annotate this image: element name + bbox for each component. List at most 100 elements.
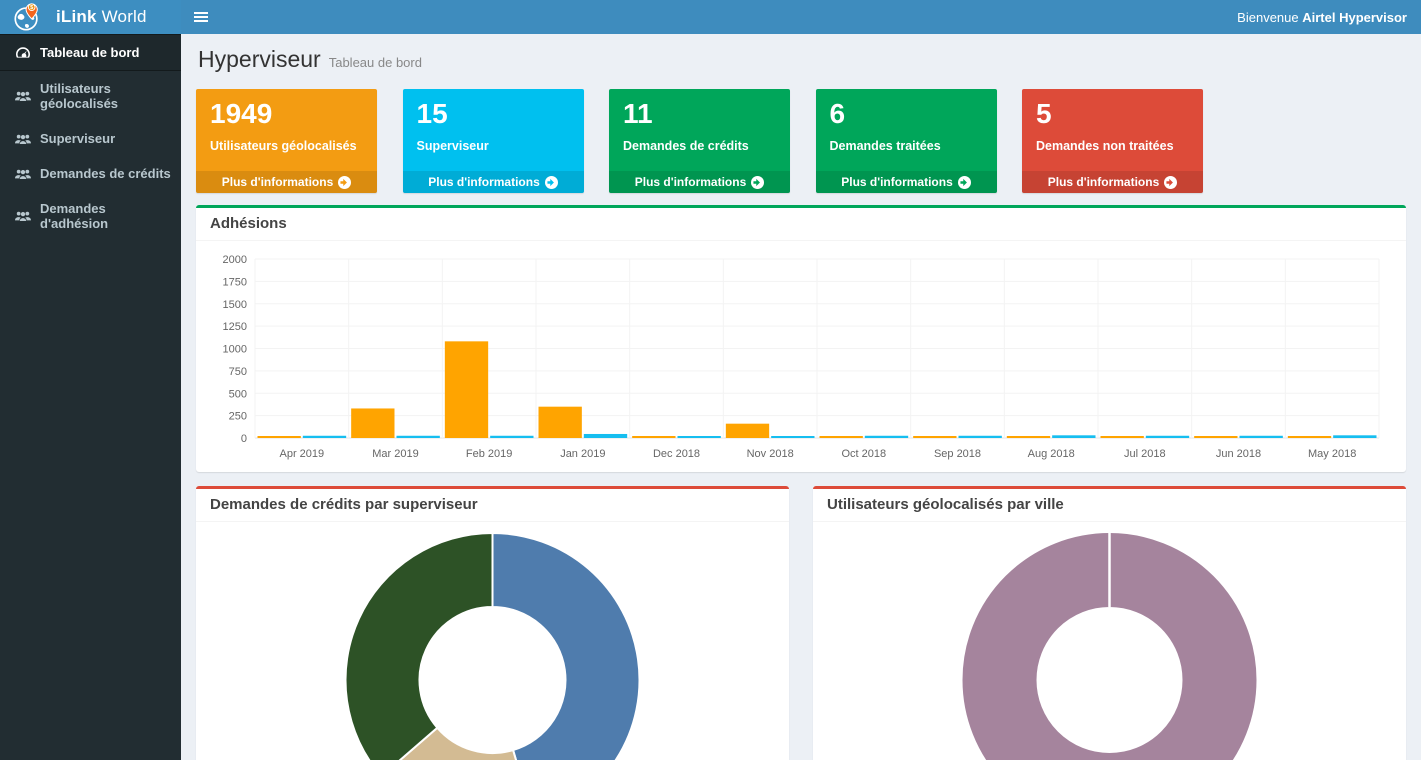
brand-text: iLink World	[56, 7, 147, 27]
x-tick-label: Jul 2018	[1124, 448, 1166, 460]
arrow-circle-right-icon	[544, 175, 558, 189]
users-icon	[15, 168, 31, 180]
more-info-link[interactable]: Plus d'informations	[1022, 171, 1203, 193]
bar	[1052, 435, 1096, 438]
bar	[490, 435, 534, 438]
stat-box-superviseur: 15 Superviseur Plus d'informations	[402, 89, 584, 193]
bar	[1006, 436, 1051, 438]
arrow-circle-right-icon	[1164, 175, 1178, 189]
bar	[1145, 435, 1190, 438]
svg-text:$: $	[30, 5, 34, 11]
bar	[632, 436, 676, 438]
bar	[864, 435, 909, 438]
stat-value: 6	[829, 98, 846, 129]
sidebar-item-demandes-d-adhesion[interactable]: Demandes d'adhésion	[0, 191, 181, 241]
y-tick-label: 1000	[223, 344, 247, 356]
more-info-label: Plus d'informations	[428, 175, 540, 189]
more-info-link[interactable]: Plus d'informations	[815, 171, 997, 193]
donut-panels-row: Demandes de crédits par superviseur Util…	[196, 486, 1406, 760]
y-tick-label: 750	[229, 366, 247, 378]
x-tick-label: Sep 2018	[934, 448, 981, 460]
donut-chart-svg	[962, 533, 1257, 760]
stat-label: Utilisateurs géolocalisés	[210, 139, 357, 154]
bar	[1100, 436, 1144, 438]
navbar: Bienvenue Airtel Hypervisor	[181, 0, 1421, 34]
y-tick-label: 1250	[223, 321, 247, 333]
x-tick-label: Nov 2018	[747, 448, 794, 460]
adhesions-panel: Adhésions 0 250 500 750 1000 1250 1500 1750 2000…	[196, 205, 1406, 472]
x-tick-label: May 2018	[1308, 448, 1356, 460]
bar	[351, 408, 395, 438]
bar	[1194, 436, 1238, 438]
credits-donut-chart	[196, 522, 789, 760]
bar	[771, 436, 815, 438]
brand-bold: iLink	[56, 7, 97, 26]
brand[interactable]: $ iLink World	[0, 0, 181, 34]
sidebar-item-tableau-de-bord[interactable]: Tableau de bord	[0, 34, 181, 71]
welcome-prefix: Bienvenue	[1237, 9, 1303, 25]
sidebar-item-label: Superviseur	[40, 131, 116, 146]
sidebar-item-superviseur[interactable]: Superviseur	[0, 121, 181, 156]
y-tick-label: 1750	[223, 276, 247, 288]
x-tick-label: Mar 2019	[372, 448, 418, 460]
bar	[1287, 436, 1332, 438]
x-tick-label: Feb 2019	[466, 448, 512, 460]
sidebar-item-label: Utilisateurs géolocalisés	[40, 81, 119, 111]
stat-value: 11	[623, 98, 653, 129]
more-info-link[interactable]: Plus d'informations	[196, 171, 377, 193]
page-title: Hyperviseur	[198, 46, 321, 72]
x-tick-label: Jan 2019	[560, 448, 605, 460]
more-info-link[interactable]: Plus d'informations	[402, 171, 584, 193]
bar	[257, 436, 301, 438]
stat-box-utilisateurs-geolocalises: 1949 Utilisateurs géolocalisés Plus d'in…	[196, 89, 377, 193]
stat-label: Demandes non traitées	[1036, 139, 1174, 154]
sidebar-item-utilisateurs-geolocalises[interactable]: Utilisateurs géolocalisés	[0, 71, 181, 121]
stat-box-demandes-de-credits: 11 Demandes de crédits Plus d'informatio…	[609, 89, 790, 193]
stat-box-demandes-non-traitees: 5 Demandes non traitées Plus d'informati…	[1022, 89, 1203, 193]
more-info-link[interactable]: Plus d'informations	[609, 171, 790, 193]
donut-chart-svg	[344, 531, 641, 760]
bar	[958, 435, 1002, 438]
dashboard-icon	[15, 47, 31, 58]
y-tick-label: 0	[241, 433, 247, 445]
sidebar-toggle-button[interactable]	[181, 0, 221, 34]
sidebar-item-label: Tableau de bord	[40, 45, 140, 60]
panel-title: Utilisateurs géolocalisés par ville	[827, 496, 1064, 513]
stat-value: 1949	[210, 98, 273, 129]
panel-title: Demandes de crédits par superviseur	[210, 496, 478, 513]
credits-par-superviseur-panel: Demandes de crédits par superviseur	[196, 486, 789, 760]
bar	[677, 436, 721, 438]
donut-slice	[491, 531, 641, 760]
stat-label: Demandes traitées	[829, 139, 941, 154]
more-info-label: Plus d'informations	[1047, 175, 1160, 189]
ilink-world-logo-icon: $	[14, 3, 38, 31]
bar	[444, 341, 489, 438]
villes-donut-chart	[813, 522, 1406, 760]
stat-label: Superviseur	[416, 139, 489, 154]
stat-label: Demandes de crédits	[623, 139, 749, 154]
bar	[1333, 435, 1377, 438]
x-tick-label: Aug 2018	[1028, 448, 1075, 460]
sidebar-item-label: Demandes de crédits	[40, 166, 171, 181]
sidebar-item-demandes-de-credits[interactable]: Demandes de crédits	[0, 156, 181, 191]
sidebar-item-label: Demandes d'adhésion	[40, 201, 109, 231]
more-info-label: Plus d'informations	[221, 175, 334, 189]
arrow-circle-right-icon	[338, 175, 352, 189]
donut-slice	[344, 531, 494, 760]
stat-boxes-row: 1949 Utilisateurs géolocalisés Plus d'in…	[196, 89, 1406, 193]
top-navbar: $ iLink World Bienvenue Airtel Hyperviso…	[0, 0, 1421, 34]
bar	[913, 436, 957, 438]
adhesions-bar-chart-svg: 0 250 500 750 1000 1250 1500 1750 2000 Apr 2019 Ma…	[223, 254, 1380, 460]
stat-value: 15	[416, 98, 448, 129]
welcome-message: Bienvenue Airtel Hypervisor	[1237, 10, 1421, 25]
brand-regular: World	[96, 7, 147, 26]
utilisateurs-par-ville-panel: Utilisateurs géolocalisés par ville	[813, 486, 1406, 760]
arrow-circle-right-icon	[957, 175, 971, 189]
y-tick-label: 1500	[223, 299, 247, 311]
y-tick-label: 500	[229, 388, 247, 400]
bar	[583, 433, 628, 438]
page-header: Hyperviseur Tableau de bord	[196, 44, 1406, 83]
x-tick-label: Oct 2018	[842, 448, 887, 460]
x-tick-label: Dec 2018	[653, 448, 700, 460]
users-icon	[15, 133, 31, 145]
